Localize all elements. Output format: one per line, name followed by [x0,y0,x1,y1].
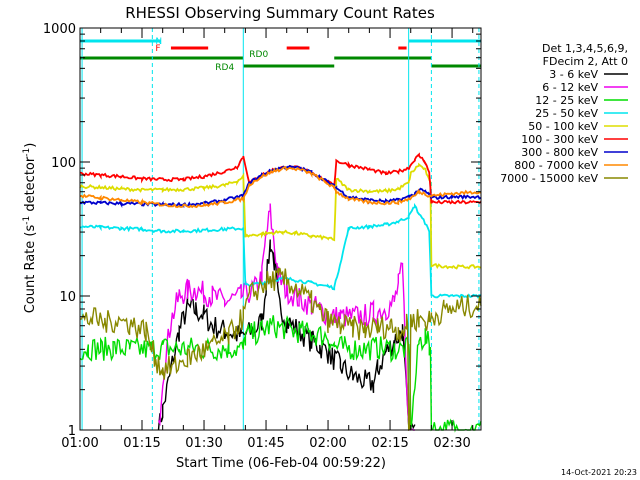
flag-label-f: F [155,44,160,54]
legend-entry-label: 25 - 50 keV [535,107,598,120]
x-axis-label: Start Time (06-Feb-04 00:59:22) [176,456,386,471]
legend-header-detectors: Det 1,3,4,5,6,9, [542,42,628,55]
y-tick-label: 10 [59,290,76,305]
x-tick-label: 01:00 [61,436,98,451]
y-axis-label: Count Rate (s-1 detector-1) [22,143,38,314]
plot-frame [79,27,482,431]
x-tick-label: 01:45 [247,436,284,451]
legend-entry-label: 50 - 100 keV [528,120,598,133]
x-tick-label: 02:00 [309,436,346,451]
flag-label-rd4: RD4 [215,63,234,73]
y-tick-label: 1000 [43,22,76,37]
y-label-part-2: detector [23,156,38,216]
x-tick-label: 02:30 [433,436,470,451]
series-line-0 [157,239,416,431]
y-label-superscript-2: -1 [22,148,32,157]
y-tick-label: 100 [51,156,76,171]
y-label-superscript-1: -1 [22,216,32,225]
series-line-5 [79,152,482,205]
y-label-part-1: Count Rate (s [23,225,38,314]
legend-entry-label: 100 - 300 keV [521,133,598,146]
legend-header-decimation: FDecim 2, Att 0 [543,55,628,68]
chart-title: RHESSI Observing Summary Count Rates [125,4,435,22]
legend: Det 1,3,4,5,6,9, FDecim 2, Att 0 3 - 6 k… [500,42,628,185]
legend-entry-label: 800 - 7000 keV [514,159,598,172]
x-tick-label: 01:15 [123,436,160,451]
plot-area: NF RD0 RD4 1 10 100 1000 01:00 01:15 01:30 01:45 02… [43,22,482,451]
x-tick-label: 02:15 [371,436,408,451]
legend-entry-label: 7000 - 15000 keV [500,172,598,185]
series-line-6 [79,164,482,209]
flag-label-n: N [155,37,162,47]
y-label-part-3: ) [23,143,38,148]
legend-entry-label: 12 - 25 keV [535,94,598,107]
legend-entry-label: 3 - 6 keV [549,68,598,81]
series-line-4 [79,162,482,270]
series-line-8 [79,267,482,432]
series-line-2 [79,315,482,433]
x-tick-label: 01:30 [185,436,222,451]
flag-label-rd0: RD0 [249,50,268,60]
series-line-1 [157,203,415,432]
legend-entry-label: 6 - 12 keV [542,81,598,94]
legend-entry-label: 300 - 800 keV [521,146,598,159]
series-line-7 [79,165,482,209]
y-tick-label: 1 [68,424,76,439]
footer-date: 14-Oct-2021 20:23 [561,468,637,477]
